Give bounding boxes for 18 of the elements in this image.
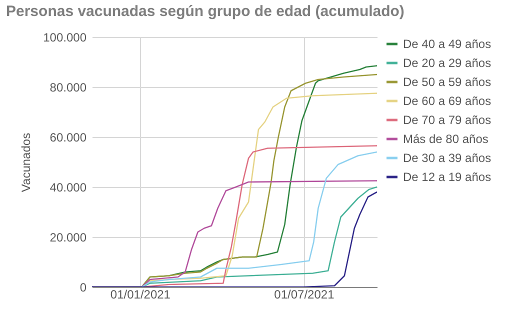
legend-label: Más de 80 años [403,132,488,146]
legend-label: De 20 a 29 años [403,56,492,70]
x-tick-label: 01/01/2021 [110,288,171,302]
y-tick-label: 0 [80,280,87,294]
legend-label: De 30 a 39 años [403,151,492,165]
y-tick-label: 40.000 [50,180,87,194]
chart-title: Personas vacunadas según grupo de edad (acumulado) [6,3,404,20]
y-tick-label: 100.000 [43,30,87,44]
legend-label: De 70 a 79 años [403,113,492,127]
x-tick-label: 01/07/2021 [274,288,335,302]
y-tick-label: 80.000 [50,80,87,94]
legend-label: De 40 a 49 años [403,37,492,51]
y-tick-label: 20.000 [50,230,87,244]
legend-label: De 60 a 69 años [403,94,492,108]
y-tick-label: 60.000 [50,130,87,144]
legend-label: De 50 a 59 años [403,75,492,89]
y-axis-title: Vacunados [19,132,34,192]
legend-label: De 12 a 19 años [403,170,492,184]
